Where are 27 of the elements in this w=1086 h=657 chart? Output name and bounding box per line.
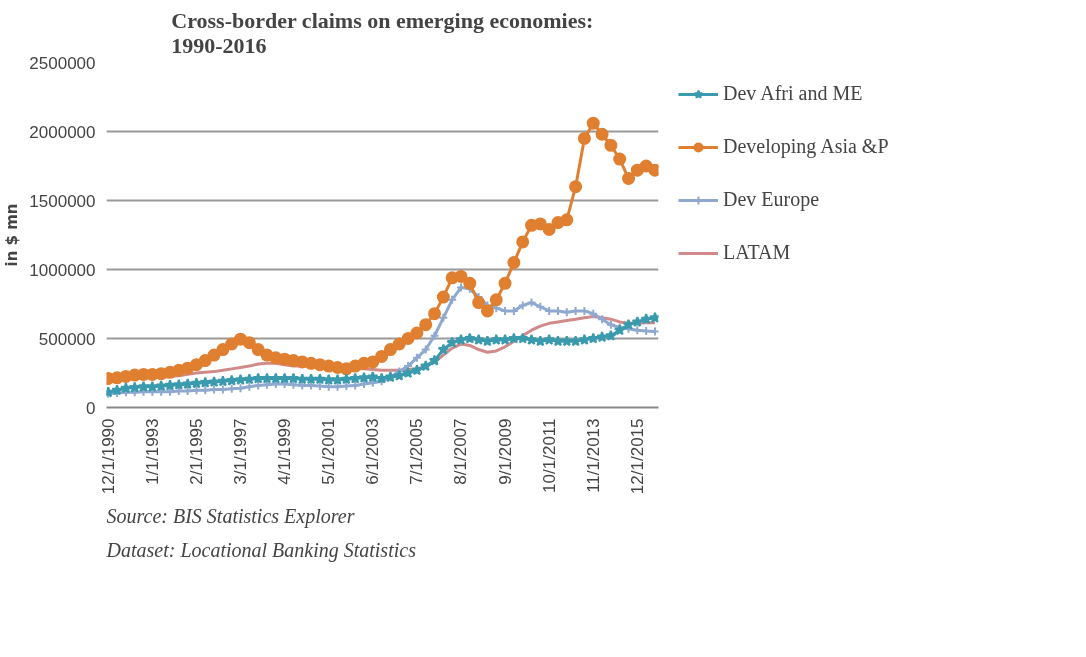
x-tick-label: 11/1/2013 <box>583 418 603 493</box>
x-tick-label: 10/1/2011 <box>539 418 559 493</box>
y-tick-label: 1000000 <box>29 260 96 280</box>
text: Dataset: Locational Banking Statistics <box>105 538 417 562</box>
y-tick-label: 2000000 <box>29 122 96 142</box>
source-note: Source: BIS Statistics Explorer <box>106 504 355 528</box>
x-tick-label: 8/1/2007 <box>451 418 471 485</box>
x-tick-label: 1/1/1993 <box>142 418 162 485</box>
x-tick-label: 4/1/1999 <box>275 418 295 485</box>
x-tick-label: 2/1/1995 <box>186 418 206 485</box>
y-tick-label: 1500000 <box>29 191 96 211</box>
y-tick-label: 2500000 <box>29 53 96 73</box>
x-tick-label: 9/1/2009 <box>495 418 515 485</box>
y-tick-label: 500000 <box>38 329 96 349</box>
chart-title: Cross-border claims on emerging economies: 1990-2016 <box>171 7 594 58</box>
x-tick-label: 12/1/1990 <box>98 418 118 495</box>
legend-label: Developing Asia &P <box>723 135 889 158</box>
y-tick-label: 0 <box>86 398 96 418</box>
x-tick-label: 3/1/1997 <box>231 418 251 485</box>
y-axis-title: in $ mn <box>3 203 22 267</box>
x-tick-label: 6/1/2003 <box>363 418 383 485</box>
x-tick-label: 7/1/2005 <box>407 418 427 485</box>
legend-label: LATAM <box>723 241 791 264</box>
legend-label: Dev Afri and ME <box>723 82 863 105</box>
x-tick-label: 12/1/2015 <box>627 418 647 495</box>
x-tick-label: 5/1/2001 <box>319 418 339 485</box>
legend-label: Dev Europe <box>723 188 820 211</box>
